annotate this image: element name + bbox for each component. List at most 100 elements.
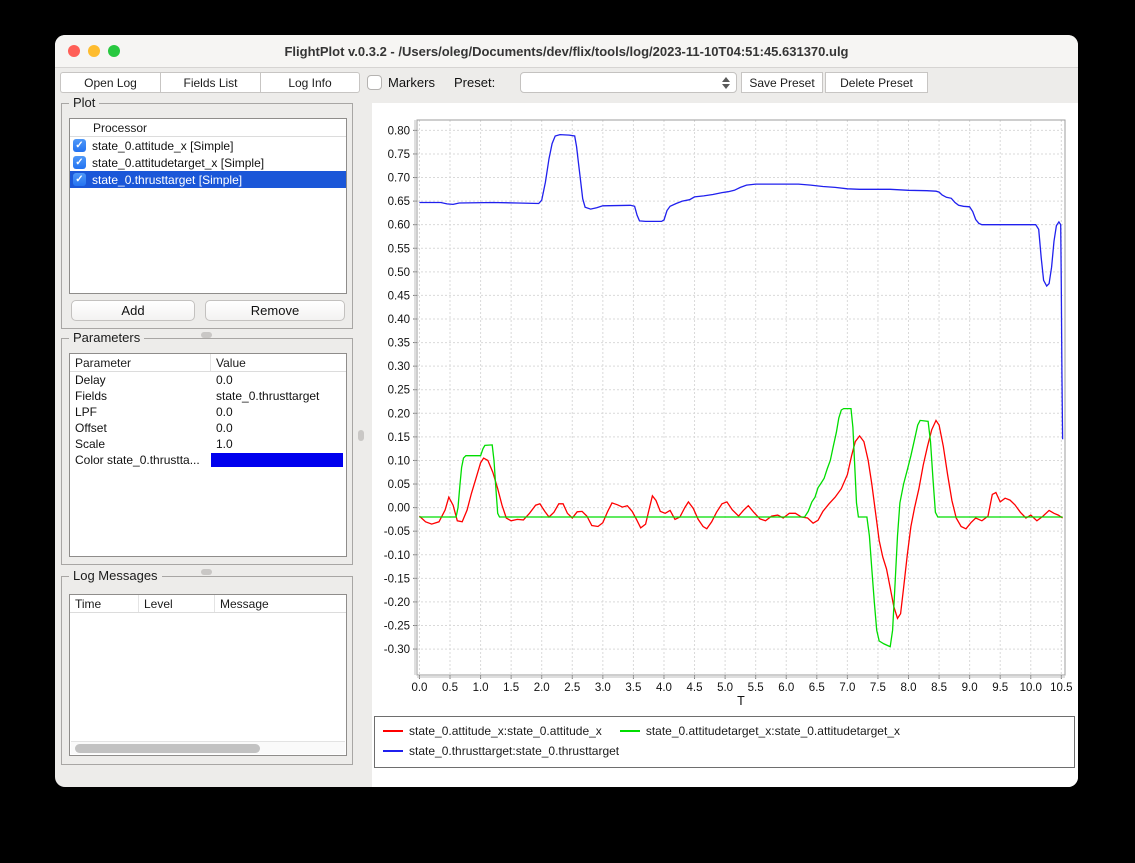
parameter-row[interactable]: Color state_0.thrustta... (70, 452, 346, 468)
y-tick-label: 0.05 (388, 479, 410, 491)
save-preset-button[interactable]: Save Preset (741, 72, 823, 93)
log-messages-panel: Log Messages Time Level Message (61, 568, 353, 765)
parameters-table-header: Parameter Value (70, 354, 346, 372)
processor-list-header: Processor (70, 119, 346, 137)
color-swatch[interactable] (211, 453, 343, 467)
parameters-column-header: Parameter (75, 356, 132, 370)
zoom-window-button[interactable] (108, 45, 120, 57)
parameter-row[interactable]: Offset 0.0 (70, 420, 346, 436)
parameter-value[interactable] (210, 452, 346, 468)
y-tick-label: -0.25 (384, 620, 410, 632)
minimize-window-button[interactable] (88, 45, 100, 57)
parameter-name: LPF (75, 405, 98, 419)
splitter-handle[interactable] (201, 568, 212, 575)
parameter-value[interactable]: 0.0 (216, 373, 233, 387)
legend-label: state_0.attitudetarget_x:state_0.attitud… (645, 724, 900, 738)
parameters-column-header: Value (210, 354, 246, 371)
series-line (419, 133, 1064, 440)
parameter-name: Scale (75, 437, 106, 451)
log-column-header: Level (138, 595, 214, 612)
legend-item: state_0.thrusttarget:state_0.thrusttarge… (383, 744, 619, 758)
preset-combobox[interactable] (520, 72, 737, 93)
processor-label: state_0.attitudetarget_x [Simple] (92, 155, 265, 170)
legend-item: state_0.attitudetarget_x:state_0.attitud… (619, 724, 900, 738)
legend-line-swatch (619, 730, 640, 732)
series-line (419, 407, 1063, 648)
y-tick-label: -0.30 (384, 644, 410, 656)
processor-list[interactable]: Processor ✓ state_0.attitude_x [Simple] ✓ s… (69, 118, 347, 294)
y-tick-label: -0.10 (384, 550, 410, 562)
fields-list-button[interactable]: Fields List (160, 72, 260, 93)
log-info-button[interactable]: Log Info (260, 72, 360, 93)
preset-label: Preset: (454, 75, 496, 90)
y-tick-label: -0.20 (384, 597, 410, 609)
parameter-name: Offset (75, 421, 107, 435)
x-tick-label: 6.0 (778, 682, 794, 694)
parameters-panel: Parameters Parameter Value Delay 0.0 Fields… (61, 330, 353, 565)
scrollbar-thumb[interactable] (75, 744, 260, 753)
log-messages-table-header: Time Level Message (70, 595, 346, 613)
y-tick-label: 0.00 (388, 503, 410, 515)
log-column-header: Time (75, 597, 102, 611)
add-button[interactable]: Add (71, 300, 195, 321)
log-messages-panel-title: Log Messages (69, 568, 162, 583)
parameter-row[interactable]: Delay 0.0 (70, 372, 346, 388)
y-tick-label: 0.80 (388, 125, 410, 137)
x-tick-label: 0.5 (442, 682, 458, 694)
splitter-handle[interactable] (201, 331, 212, 338)
log-messages-table[interactable]: Time Level Message (69, 594, 347, 756)
parameter-value[interactable]: state_0.thrusttarget (216, 389, 320, 403)
window-title: FlightPlot v.0.3.2 - /Users/oleg/Documen… (284, 44, 849, 59)
processor-checkbox[interactable]: ✓ (73, 156, 86, 169)
plot-panel-title: Plot (69, 95, 100, 110)
parameter-row[interactable]: Scale 1.0 (70, 436, 346, 452)
horizontal-scrollbar[interactable] (71, 741, 345, 754)
y-tick-label: -0.15 (384, 573, 410, 585)
x-tick-label: 2.5 (564, 682, 580, 694)
close-window-button[interactable] (68, 45, 80, 57)
title-bar: FlightPlot v.0.3.2 - /Users/oleg/Documen… (55, 35, 1078, 68)
processor-row[interactable]: ✓ state_0.thrusttarget [Simple] (70, 171, 346, 188)
processor-checkbox[interactable]: ✓ (73, 139, 86, 152)
x-tick-label: 9.5 (992, 682, 1008, 694)
legend-line-swatch (383, 750, 403, 752)
y-tick-label: 0.30 (388, 361, 410, 373)
open-log-button[interactable]: Open Log (60, 72, 160, 93)
processor-checkbox[interactable]: ✓ (73, 173, 86, 186)
parameter-value[interactable]: 0.0 (216, 421, 233, 435)
processor-row[interactable]: ✓ state_0.attitude_x [Simple] (70, 137, 346, 154)
y-tick-label: 0.70 (388, 173, 410, 185)
x-tick-label: 0.0 (411, 682, 427, 694)
flightplot-window: FlightPlot v.0.3.2 - /Users/oleg/Documen… (55, 35, 1078, 787)
series-line (418, 419, 1063, 620)
legend-label: state_0.thrusttarget:state_0.thrusttarge… (409, 744, 620, 758)
window-controls (68, 45, 120, 57)
processor-label: state_0.thrusttarget [Simple] (92, 172, 243, 187)
y-tick-label: 0.50 (388, 267, 410, 279)
x-tick-label: 7.5 (870, 682, 886, 694)
delete-preset-button[interactable]: Delete Preset (825, 72, 928, 93)
parameter-name: Fields (75, 389, 108, 403)
legend-label: state_0.attitude_x:state_0.attitude_x (409, 724, 602, 738)
parameter-value[interactable]: 1.0 (216, 437, 233, 451)
parameter-row[interactable]: LPF 0.0 (70, 404, 346, 420)
y-tick-label: 0.55 (388, 243, 410, 255)
x-tick-label: 7.0 (839, 682, 855, 694)
x-axis-label: T (737, 694, 745, 708)
x-tick-label: 8.5 (931, 682, 947, 694)
chart-plot[interactable]: 0.0 0.5 1.0 1.5 2.0 2.5 3.0 3.5 4.0 4.5 5.0 5.5 6.0 6… (372, 103, 1078, 712)
vertical-splitter-handle[interactable] (357, 430, 364, 441)
processor-row[interactable]: ✓ state_0.attitudetarget_x [Simple] (70, 154, 346, 171)
x-tick-label: 1.0 (473, 682, 489, 694)
chevron-up-icon (721, 76, 730, 82)
parameter-row[interactable]: Fields state_0.thrusttarget (70, 388, 346, 404)
parameters-table[interactable]: Parameter Value Delay 0.0 Fields state_0.thr… (69, 353, 347, 557)
remove-button[interactable]: Remove (205, 300, 345, 321)
chart-panel: 0.0 0.5 1.0 1.5 2.0 2.5 3.0 3.5 4.0 4.5 5.0 5.5 6.0 6… (372, 103, 1078, 787)
combobox-stepper-icon[interactable] (718, 75, 733, 90)
markers-checkbox[interactable] (367, 75, 382, 90)
parameter-value[interactable]: 0.0 (216, 405, 233, 419)
plot-panel: Plot Processor ✓ state_0.attitude_x [Simp… (61, 95, 353, 329)
x-tick-label: 1.5 (503, 682, 519, 694)
